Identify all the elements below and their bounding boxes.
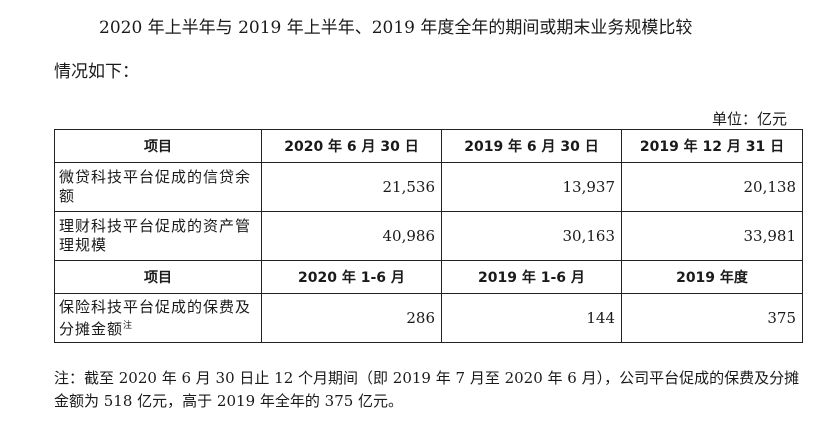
- intro-paragraph: 2020 年上半年与 2019 年上半年、2019 年度全年的期间或期末业务规模…: [54, 6, 824, 94]
- header-cell: 2019 年 1-6 月: [441, 260, 622, 294]
- value-cell: 30,163: [441, 211, 622, 261]
- unit-label: 单位：亿元: [711, 110, 787, 128]
- row-label: 保险科技平台促成的保费及分摊金额注: [54, 293, 262, 343]
- value-cell: 20,138: [621, 162, 803, 212]
- value-cell: 286: [261, 293, 442, 343]
- header-cell: 项目: [54, 129, 262, 163]
- header-cell: 2019 年度: [621, 260, 803, 294]
- value-cell: 375: [621, 293, 803, 343]
- row-label: 微贷科技平台促成的信贷余额: [54, 162, 262, 212]
- footnote: 注：截至 2020 年 6 月 30 日止 12 个月期间（即 2019 年 7…: [54, 369, 800, 410]
- header-cell: 2019 年 6 月 30 日: [441, 129, 622, 163]
- value-cell: 13,937: [441, 162, 622, 212]
- table-row: 微贷科技平台促成的信贷余额 21,536 13,937 20,138: [54, 162, 803, 212]
- row-label: 理财科技平台促成的资产管理规模: [54, 211, 262, 261]
- value-cell: 40,986: [261, 211, 442, 261]
- value-cell: 21,536: [261, 162, 442, 212]
- table-header-row: 项目 2020 年 6 月 30 日 2019 年 6 月 30 日 2019 …: [54, 129, 803, 163]
- business-scale-table: 项目 2020 年 6 月 30 日 2019 年 6 月 30 日 2019 …: [54, 129, 803, 343]
- table-row: 理财科技平台促成的资产管理规模 40,986 30,163 33,981: [54, 211, 803, 261]
- footnote-marker: 注: [123, 320, 134, 331]
- value-cell: 144: [441, 293, 622, 343]
- header-cell: 2020 年 1-6 月: [261, 260, 442, 294]
- header-cell: 2019 年 12 月 31 日: [621, 129, 803, 163]
- row-label-text: 保险科技平台促成的保费及分摊金额: [59, 297, 252, 338]
- intro-line-2: 情况如下：: [54, 62, 139, 82]
- intro-line-1: 2020 年上半年与 2019 年上半年、2019 年度全年的期间或期末业务规模…: [99, 18, 693, 38]
- table-row: 保险科技平台促成的保费及分摊金额注 286 144 375: [54, 293, 803, 343]
- header-cell: 2020 年 6 月 30 日: [261, 129, 442, 163]
- header-cell: 项目: [54, 260, 262, 294]
- value-cell: 33,981: [621, 211, 803, 261]
- table-header-row: 项目 2020 年 1-6 月 2019 年 1-6 月 2019 年度: [54, 260, 803, 294]
